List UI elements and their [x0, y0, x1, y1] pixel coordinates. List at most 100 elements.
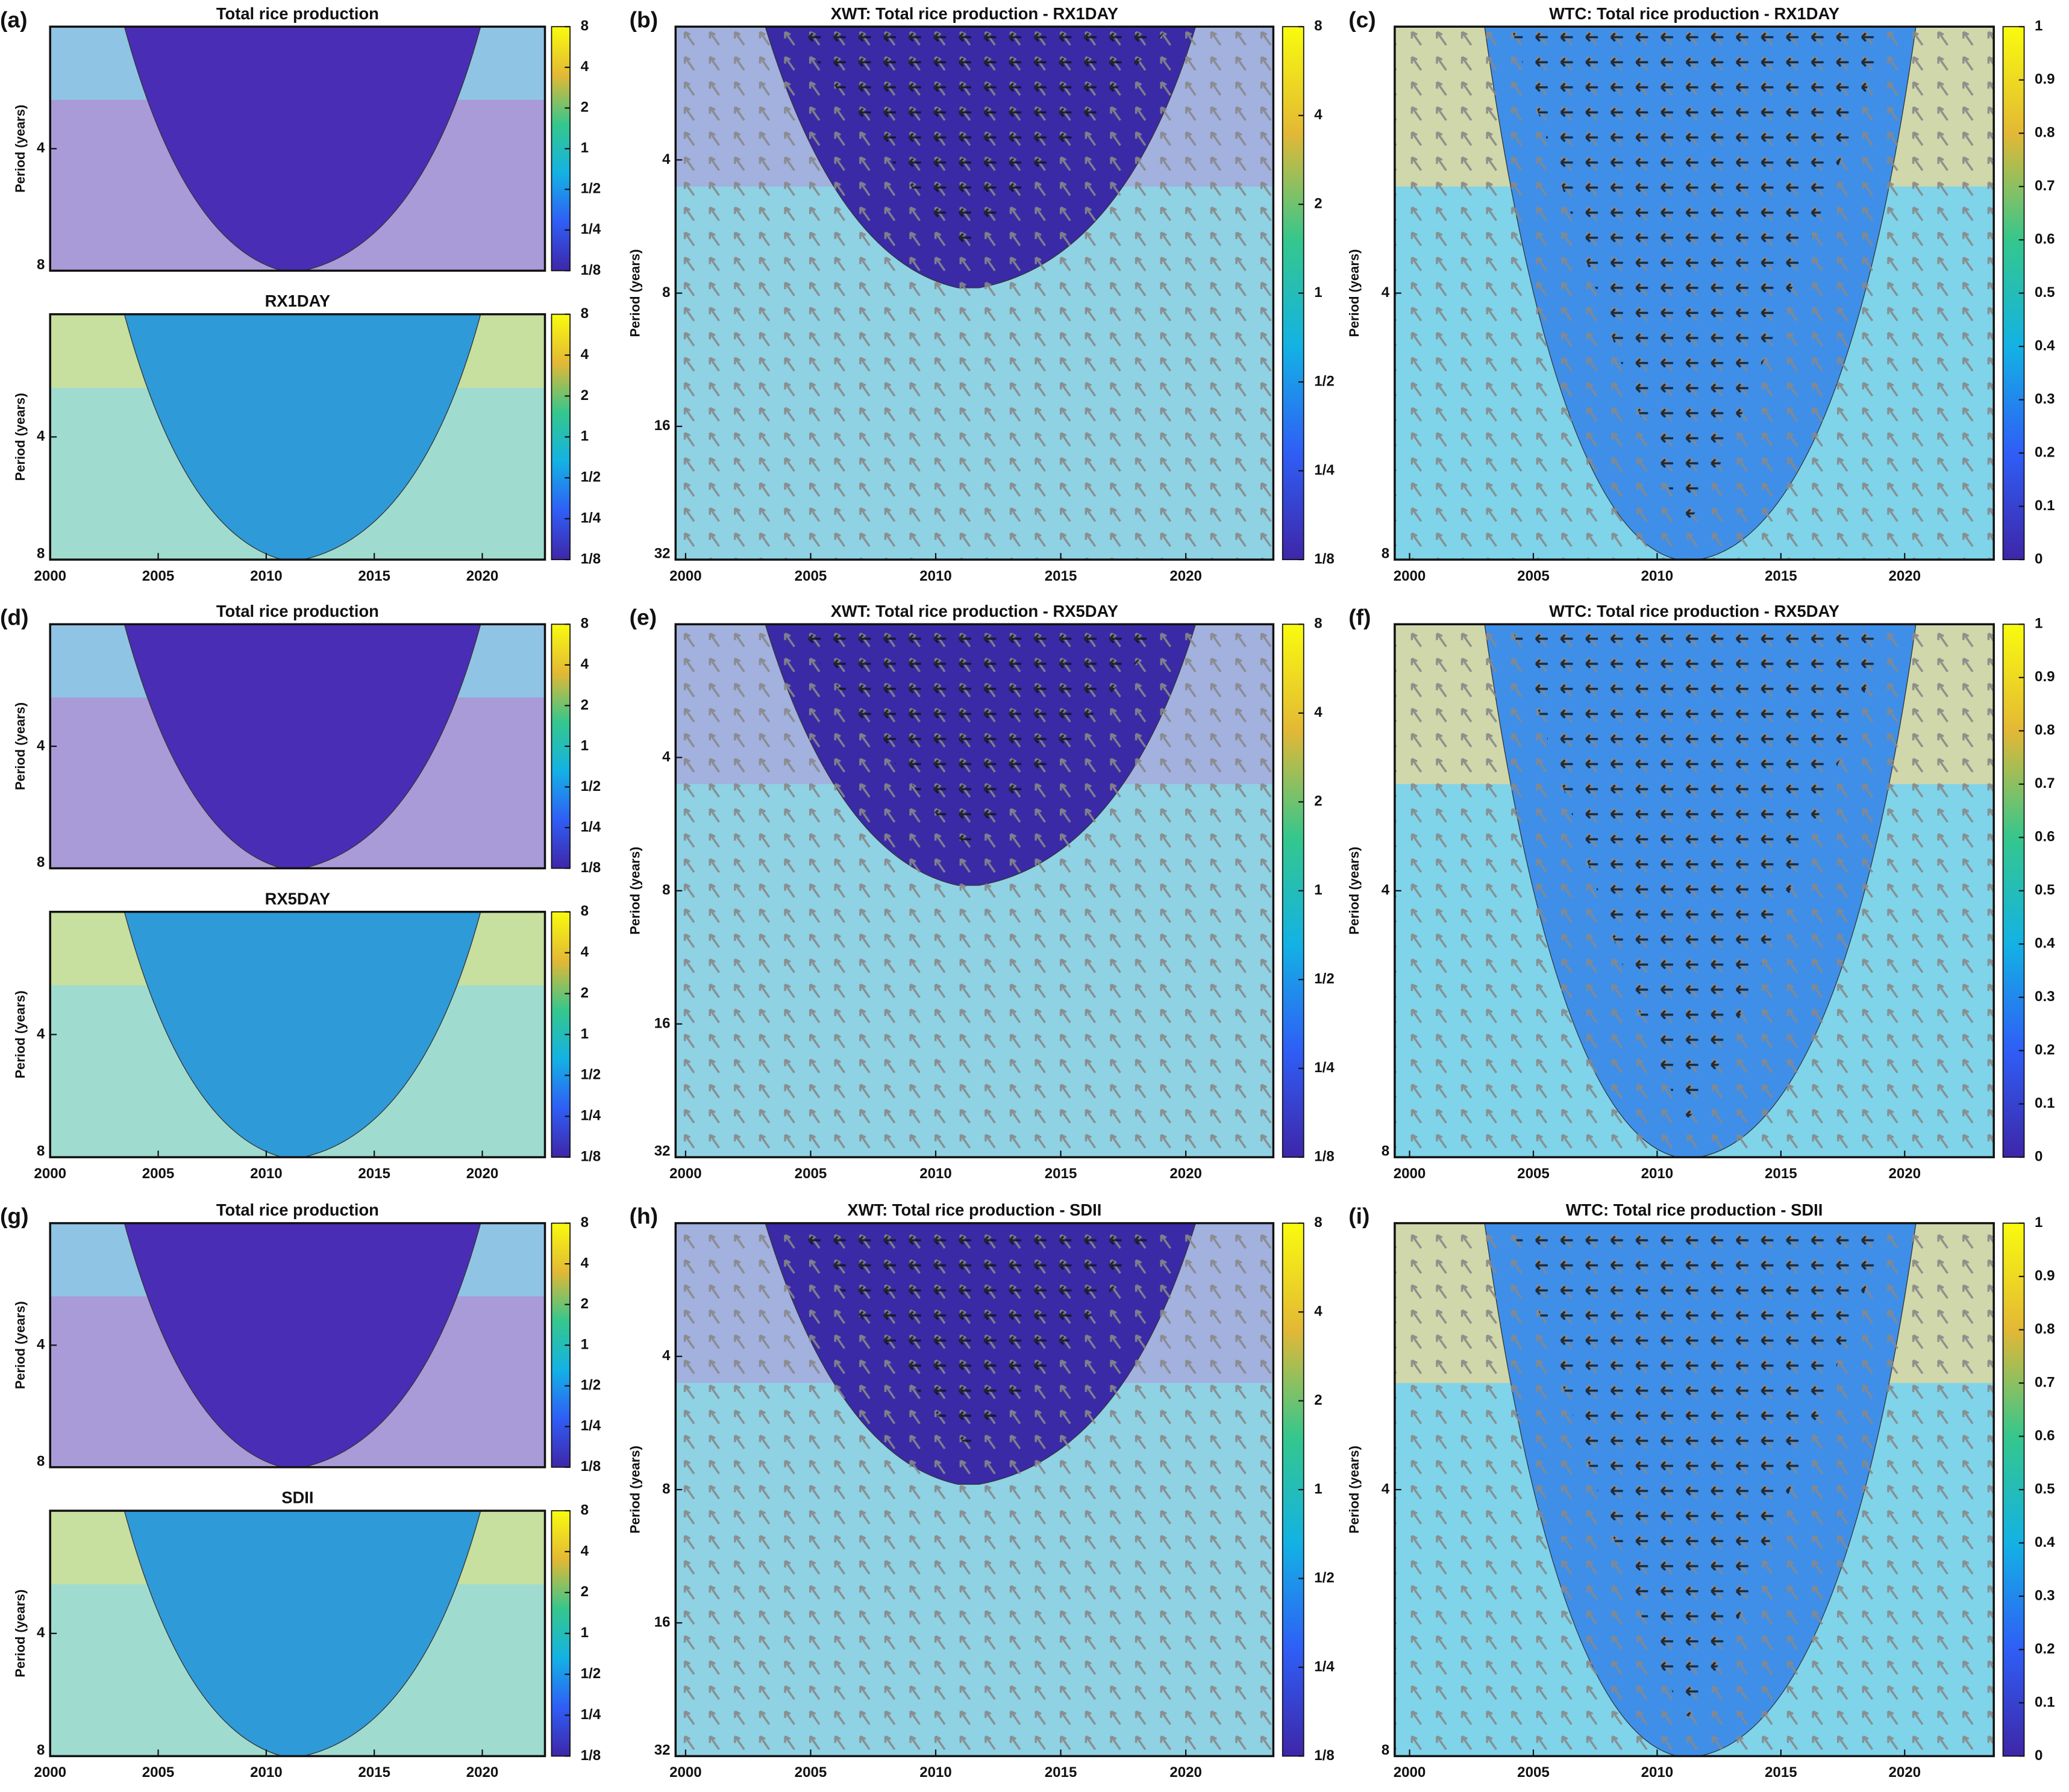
colorbar-tick-label: 1/2 — [581, 1377, 601, 1393]
colorbar-tick-label: 1/2 — [581, 469, 601, 485]
colorbar-tick-label: 1/8 — [1314, 551, 1334, 567]
y-tick-label: 16 — [654, 417, 671, 434]
x-tick-label: 2015 — [358, 1166, 390, 1182]
colorbar-tick-label: 1/2 — [1314, 373, 1334, 389]
x-tick-label: 2015 — [1045, 568, 1077, 584]
colorbar-tick-label: 8 — [581, 1502, 589, 1518]
x-tick-label: 2015 — [358, 1764, 390, 1781]
panel-title: SDII — [281, 1488, 313, 1507]
colorbar-tick-label: 8 — [1314, 18, 1322, 34]
y-tick-label: 32 — [654, 1143, 671, 1160]
colorbar-tick-label: 1/4 — [1314, 1658, 1335, 1675]
colorbar-tick-label: 1 — [2035, 616, 2042, 632]
colorbar-tick-label: 1 — [581, 1625, 589, 1641]
x-tick-label: 2005 — [142, 1166, 175, 1182]
x-tick-label: 2005 — [1517, 568, 1550, 584]
x-tick-label: 2010 — [919, 1166, 952, 1182]
colorbar-tick-label: 8 — [1314, 1214, 1322, 1231]
colorbar-tick-label: 2 — [581, 1296, 589, 1312]
x-tick-label: 2015 — [1765, 1764, 1797, 1781]
y-axis-label: Period (years) — [13, 990, 28, 1078]
colorbar-tick-label: 1/2 — [581, 1067, 601, 1083]
x-tick-label: 2015 — [1765, 568, 1797, 584]
panel-label: (h) — [630, 1204, 659, 1229]
y-tick-label: 4 — [662, 1347, 671, 1364]
colorbar-tick-label: 0.3 — [2035, 1587, 2055, 1603]
colorbar-tick-label: 4 — [581, 58, 589, 75]
x-tick-label: 2015 — [1765, 1166, 1797, 1182]
y-tick-label: 4 — [1382, 882, 1390, 898]
x-tick-label: 2015 — [358, 568, 390, 584]
y-tick-label: 8 — [1382, 546, 1389, 562]
colorbar-tick-label: 4 — [581, 1543, 589, 1559]
panel-label: (a) — [0, 7, 27, 32]
colorbar-tick-label: 0.1 — [2035, 498, 2055, 514]
x-tick-label: 2000 — [34, 1166, 66, 1182]
y-axis-label: Period (years) — [13, 702, 28, 790]
y-tick-label: 8 — [37, 1742, 45, 1758]
panel-label: (d) — [0, 604, 29, 629]
y-tick-label: 8 — [37, 257, 45, 273]
colorbar-tick-label: 0.2 — [2035, 1641, 2055, 1657]
y-tick-label: 4 — [1382, 284, 1390, 301]
colorbar-tick-label: 0.3 — [2035, 988, 2055, 1005]
colorbar-tick-label: 4 — [1314, 107, 1322, 123]
x-tick-label: 2020 — [466, 1166, 499, 1182]
panel-label: (g) — [0, 1204, 29, 1229]
colorbar-tick-label: 0.9 — [2035, 669, 2055, 685]
x-tick-label: 2000 — [669, 1166, 702, 1182]
colorbar-tick-label: 2 — [581, 99, 589, 116]
colorbar-tick-label: 1 — [2035, 1214, 2042, 1231]
y-tick-label: 4 — [37, 140, 45, 156]
x-tick-label: 2000 — [34, 568, 66, 584]
x-tick-label: 2010 — [919, 568, 952, 584]
x-tick-label: 2000 — [1394, 1166, 1426, 1182]
x-tick-label: 2000 — [1394, 1764, 1426, 1781]
x-tick-label: 2000 — [34, 1764, 66, 1781]
colorbar-tick-label: 4 — [581, 346, 589, 363]
significant-phase-arrows — [1510, 1223, 1890, 1717]
colorbar-tick-label: 1/2 — [581, 181, 601, 197]
colorbar-tick-label: 4 — [1314, 704, 1322, 720]
panel-title: WTC: Total rice production - SDII — [1566, 1200, 1823, 1219]
y-tick-label: 8 — [37, 1453, 45, 1469]
x-tick-label: 2010 — [1641, 1764, 1674, 1781]
y-axis-label: Period (years) — [1347, 1446, 1362, 1534]
panel-title: RX5DAY — [265, 889, 330, 908]
colorbar-tick-label: 1/4 — [581, 510, 601, 526]
colorbar-tick-label: 1/4 — [581, 1706, 601, 1723]
colorbar-tick-label: 8 — [581, 18, 589, 34]
colorbar-tick-label: 1/8 — [581, 1148, 601, 1164]
colorbar-tick-label: 1/4 — [581, 1108, 601, 1124]
colorbar-tick-label: 1/8 — [581, 1458, 601, 1475]
x-tick-label: 2010 — [1641, 568, 1674, 584]
colorbar-tick-label: 0.6 — [2035, 1428, 2055, 1444]
colorbar-tick-label: 2 — [1314, 793, 1322, 810]
colorbar-tick-label: 2 — [581, 985, 589, 1001]
y-tick-label: 8 — [37, 1143, 45, 1160]
y-tick-label: 8 — [662, 284, 670, 301]
panel-title: XWT: Total rice production - RX1DAY — [831, 4, 1118, 23]
colorbar-tick-label: 0.7 — [2035, 775, 2055, 791]
colorbar-tick-label: 8 — [581, 1214, 589, 1231]
x-tick-label: 2015 — [1045, 1764, 1077, 1781]
y-tick-label: 8 — [662, 1481, 670, 1497]
x-tick-label: 2010 — [250, 1166, 283, 1182]
y-axis-label: Period (years) — [1347, 847, 1362, 935]
y-axis-label: Period (years) — [627, 847, 642, 935]
colorbar-tick-label: 0.7 — [2035, 178, 2055, 194]
colorbar-tick-label: 0.9 — [2035, 71, 2055, 87]
significant-phase-arrows — [791, 624, 1169, 846]
colorbar-tick-label: 8 — [581, 305, 589, 322]
colorbar-tick-label: 1 — [1314, 882, 1322, 898]
panel-title: XWT: Total rice production - SDII — [847, 1200, 1101, 1219]
x-tick-label: 2020 — [466, 568, 499, 584]
x-tick-label: 2020 — [1888, 1764, 1921, 1781]
colorbar-tick-label: 4 — [581, 656, 589, 672]
colorbar-tick-label: 0.2 — [2035, 1042, 2055, 1058]
panel-label: (e) — [630, 604, 657, 629]
y-tick-label: 8 — [1382, 1143, 1389, 1160]
colorbar-tick-label: 4 — [1314, 1303, 1322, 1319]
panel-label: (b) — [630, 7, 659, 32]
